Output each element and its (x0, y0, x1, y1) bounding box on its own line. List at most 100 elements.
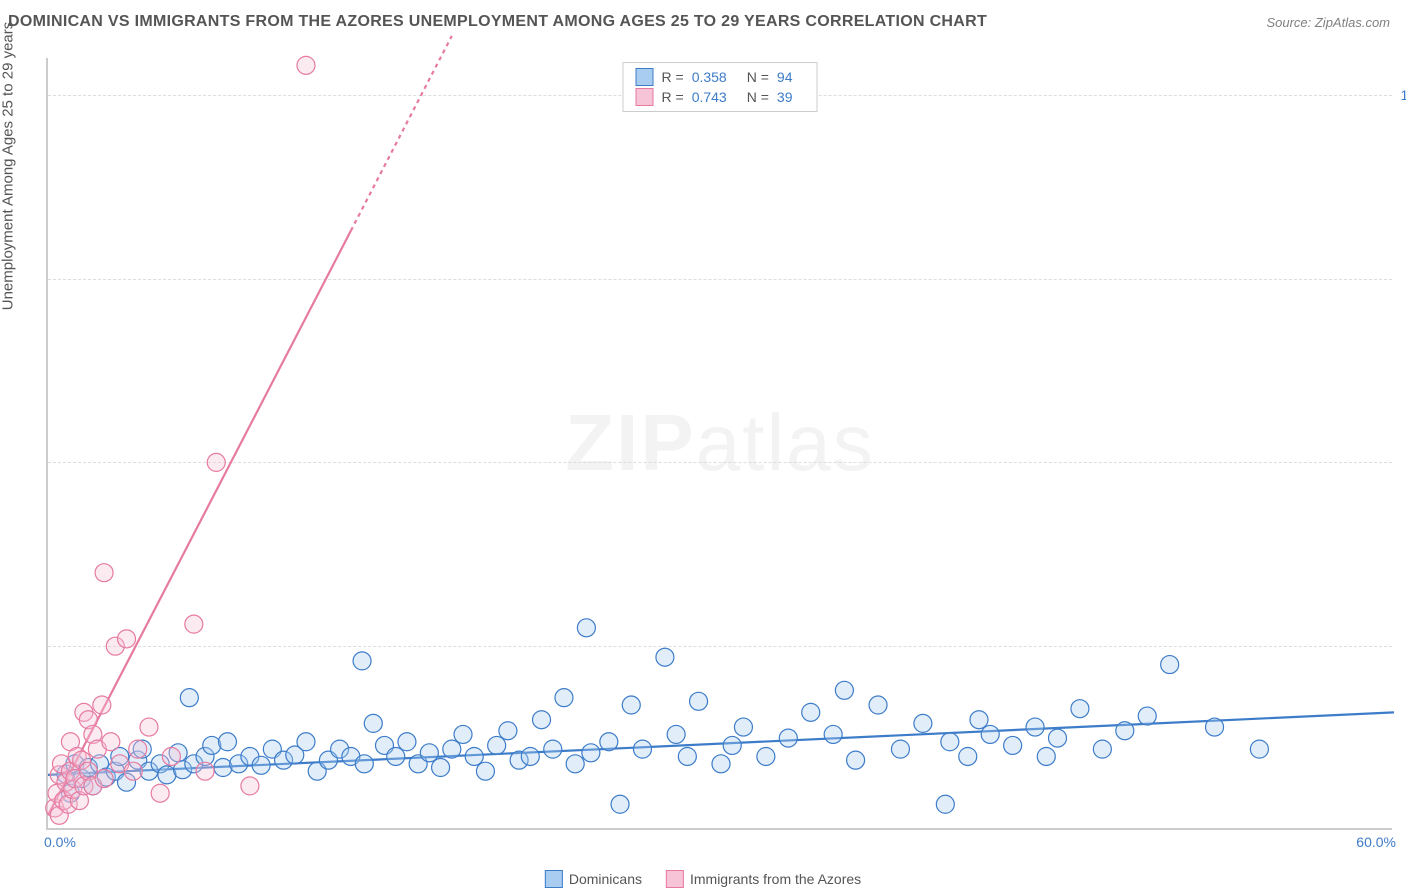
data-point-dominicans (582, 744, 600, 762)
data-point-azores (93, 696, 111, 714)
data-point-dominicans (544, 740, 562, 758)
y-axis-label: Unemployment Among Ages 25 to 29 years (0, 22, 17, 311)
legend-label-azores: Immigrants from the Azores (690, 871, 861, 887)
legend-label-dominicans: Dominicans (569, 871, 642, 887)
data-point-dominicans (600, 733, 618, 751)
data-point-dominicans (387, 747, 405, 765)
data-point-dominicans (420, 744, 438, 762)
data-point-dominicans (914, 714, 932, 732)
y-tick-label: 25.0% (1398, 638, 1406, 654)
data-point-dominicans (566, 755, 584, 773)
y-tick-label: 50.0% (1398, 454, 1406, 470)
data-point-dominicans (1250, 740, 1268, 758)
data-point-dominicans (1026, 718, 1044, 736)
stats-row-dominicans: R = 0.358 N = 94 (636, 67, 805, 87)
data-point-dominicans (364, 714, 382, 732)
y-tick-label: 75.0% (1398, 271, 1406, 287)
n-label: N = (747, 69, 769, 85)
r-label: R = (662, 69, 684, 85)
data-point-dominicans (432, 759, 450, 777)
chart-title: DOMINICAN VS IMMIGRANTS FROM THE AZORES … (8, 13, 987, 31)
data-point-azores (102, 733, 120, 751)
data-point-dominicans (203, 736, 221, 754)
data-point-dominicans (1116, 722, 1134, 740)
data-point-dominicans (757, 747, 775, 765)
data-point-dominicans (214, 759, 232, 777)
series-legend: Dominicans Immigrants from the Azores (545, 870, 861, 888)
data-point-azores (151, 784, 169, 802)
data-point-dominicans (521, 747, 539, 765)
legend-item-dominicans: Dominicans (545, 870, 642, 888)
n-value-azores: 39 (777, 89, 793, 105)
data-point-dominicans (959, 747, 977, 765)
data-point-dominicans (398, 733, 416, 751)
data-point-dominicans (802, 703, 820, 721)
r-label: R = (662, 89, 684, 105)
data-point-dominicans (1071, 700, 1089, 718)
data-point-dominicans (847, 751, 865, 769)
data-point-dominicans (869, 696, 887, 714)
data-point-dominicans (611, 795, 629, 813)
data-point-azores (129, 740, 147, 758)
data-point-dominicans (252, 756, 270, 774)
x-tick-60: 60.0% (1356, 834, 1396, 850)
data-point-azores (140, 718, 158, 736)
data-point-azores (196, 762, 214, 780)
data-point-dominicans (824, 725, 842, 743)
data-point-dominicans (1037, 747, 1055, 765)
r-value-dominicans: 0.358 (692, 69, 727, 85)
plot-area: ZIPatlas 25.0%50.0%75.0%100.0% R = 0.358… (46, 58, 1392, 830)
data-point-dominicans (355, 755, 373, 773)
legend-item-azores: Immigrants from the Azores (666, 870, 861, 888)
data-point-dominicans (1004, 736, 1022, 754)
data-point-dominicans (656, 648, 674, 666)
data-point-dominicans (690, 692, 708, 710)
data-point-dominicans (633, 740, 651, 758)
x-tick-0: 0.0% (44, 834, 76, 850)
r-value-azores: 0.743 (692, 89, 727, 105)
data-point-dominicans (499, 722, 517, 740)
data-point-azores (95, 770, 113, 788)
scatter-svg (48, 58, 1392, 828)
data-point-dominicans (835, 681, 853, 699)
data-point-dominicans (555, 689, 573, 707)
data-point-dominicans (723, 736, 741, 754)
data-point-dominicans (1161, 656, 1179, 674)
data-point-azores (185, 615, 203, 633)
data-point-dominicans (297, 733, 315, 751)
data-point-dominicans (981, 725, 999, 743)
data-point-dominicans (1138, 707, 1156, 725)
data-point-dominicans (941, 733, 959, 751)
data-point-dominicans (443, 740, 461, 758)
data-point-dominicans (218, 733, 236, 751)
data-point-dominicans (476, 762, 494, 780)
data-point-dominicans (533, 711, 551, 729)
stats-legend: R = 0.358 N = 94 R = 0.743 N = 39 (623, 62, 818, 112)
data-point-dominicans (1049, 729, 1067, 747)
n-label: N = (747, 89, 769, 105)
data-point-dominicans (1206, 718, 1224, 736)
swatch-azores (666, 870, 684, 888)
data-point-dominicans (180, 689, 198, 707)
data-point-dominicans (622, 696, 640, 714)
data-point-azores (124, 762, 142, 780)
data-point-azores (162, 747, 180, 765)
data-point-dominicans (465, 747, 483, 765)
data-point-dominicans (488, 736, 506, 754)
data-point-azores (118, 630, 136, 648)
data-point-azores (297, 56, 315, 74)
n-value-dominicans: 94 (777, 69, 793, 85)
data-point-azores (241, 777, 259, 795)
source-attribution: Source: ZipAtlas.com (1266, 15, 1390, 30)
data-point-dominicans (678, 747, 696, 765)
data-point-dominicans (970, 711, 988, 729)
swatch-azores (636, 88, 654, 106)
data-point-dominicans (353, 652, 371, 670)
data-point-dominicans (454, 725, 472, 743)
data-point-azores (95, 564, 113, 582)
data-point-dominicans (667, 725, 685, 743)
data-point-dominicans (577, 619, 595, 637)
swatch-dominicans (636, 68, 654, 86)
data-point-azores (207, 453, 225, 471)
stats-row-azores: R = 0.743 N = 39 (636, 87, 805, 107)
